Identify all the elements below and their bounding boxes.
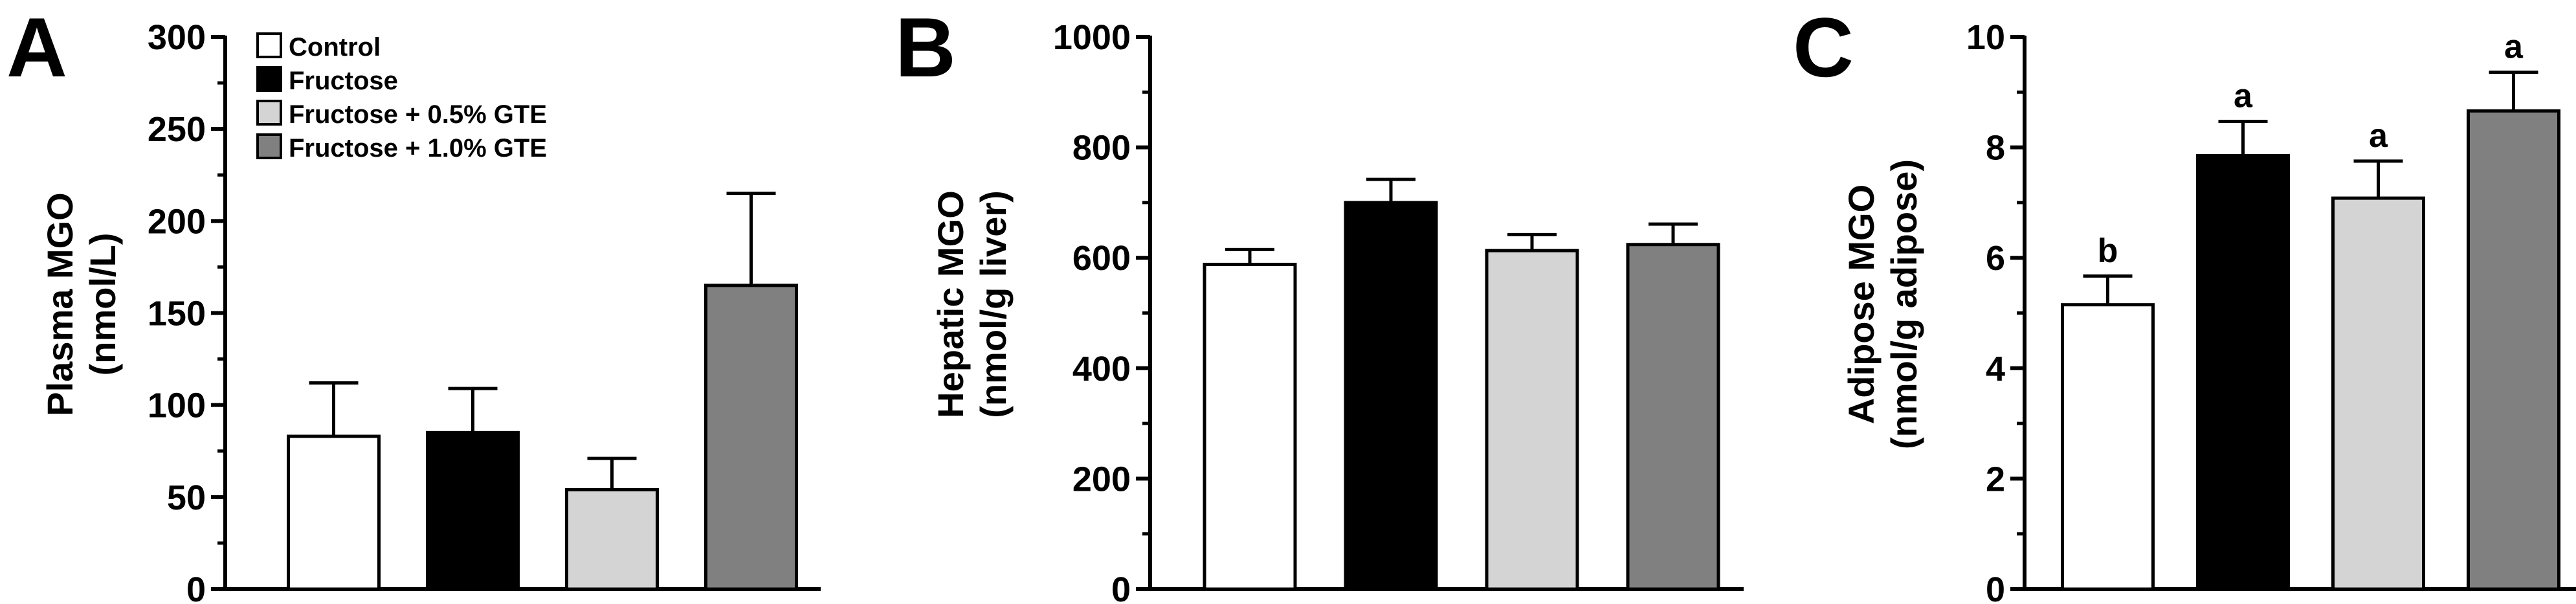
y-axis-title-c: Adipose MGO (nmol/g adipose) xyxy=(1841,159,1924,449)
bar-fructose-gte-05 xyxy=(565,487,659,591)
legend: Control Fructose Fructose + 0.5% GTE Fru… xyxy=(256,32,547,162)
bar-control xyxy=(287,434,381,591)
legend-swatch-fructose xyxy=(256,66,282,92)
legend-label-gte-05: Fructose + 0.5% GTE xyxy=(289,100,547,129)
y-tick-label: 0 xyxy=(1986,570,2005,604)
bar-fructose-gte-05 xyxy=(2331,196,2425,591)
y-tick-label: 200 xyxy=(1072,460,1131,498)
legend-label-gte-10: Fructose + 1.0% GTE xyxy=(289,134,547,162)
bar-control xyxy=(2061,303,2155,591)
y-tick-label: 0 xyxy=(1111,570,1131,604)
significance-label-control: b xyxy=(2098,232,2118,269)
legend-swatch-control xyxy=(256,32,282,58)
y-tick-label: 250 xyxy=(148,110,206,149)
plot-area-a: 0 50 100 150 200 250 300 xyxy=(148,18,821,604)
legend-label-fructose: Fructose xyxy=(289,67,398,95)
y-tick-label: 6 xyxy=(1986,239,2005,278)
y-tick-label: 4 xyxy=(1986,350,2005,388)
y-tick-label: 150 xyxy=(148,295,206,333)
y-tick-label: 0 xyxy=(186,570,206,604)
y-tick-label: 1000 xyxy=(1053,18,1131,57)
panel-c: C Adipose MGO (nmol/g adipose) 0 2 4 6 8 10 b a… xyxy=(1793,0,2576,604)
y-tick-label: 600 xyxy=(1072,239,1131,278)
bar-fructose-gte-10 xyxy=(704,284,798,591)
y-axis-title-b: Hepatic MGO (nmol/g liver) xyxy=(930,190,1014,418)
significance-label-fructose-gte-10: a xyxy=(2504,28,2524,66)
y-axis-title-line2: (nmol/g adipose) xyxy=(1883,159,1924,449)
bar-fructose-gte-10 xyxy=(1626,243,1720,591)
y-tick-label: 100 xyxy=(148,386,206,425)
bar-fructose xyxy=(1344,201,1438,591)
y-axis-title-line2: (nmol/L) xyxy=(82,233,123,376)
significance-label-fructose: a xyxy=(2234,78,2253,115)
y-tick-label: 10 xyxy=(1966,18,2005,57)
panel-letter-c: C xyxy=(1793,0,1854,95)
bar-fructose-gte-05 xyxy=(1485,249,1579,591)
bar-fructose xyxy=(426,431,520,591)
y-axis-title-line1: Plasma MGO xyxy=(39,192,80,416)
y-tick-label: 200 xyxy=(148,202,206,241)
y-tick-label: 300 xyxy=(148,18,206,57)
y-tick-label: 50 xyxy=(167,478,206,517)
y-axis-title-line1: Adipose MGO xyxy=(1841,185,1882,424)
plot-area-b: 0 200 400 600 800 1000 xyxy=(1053,18,1744,604)
legend-swatch-gte-10 xyxy=(256,133,282,159)
bar-fructose-gte-10 xyxy=(2467,109,2560,591)
panel-b: B Hepatic MGO (nmol/g liver) 0 200 400 600 8… xyxy=(895,0,1744,604)
y-axis-title-line1: Hepatic MGO xyxy=(930,190,971,418)
panel-letter-a: A xyxy=(6,0,67,95)
plot-area-c: 0 2 4 6 8 10 b a a a xyxy=(1966,18,2576,604)
significance-label-fructose-gte-05: a xyxy=(2369,117,2388,155)
legend-swatch-gte-05 xyxy=(256,100,282,126)
y-tick-label: 8 xyxy=(1986,129,2005,168)
bar-fructose xyxy=(2196,153,2290,591)
panel-letter-b: B xyxy=(895,0,956,95)
bar-control xyxy=(1203,262,1297,591)
y-axis-title-a: Plasma MGO (nmol/L) xyxy=(39,192,123,416)
y-tick-label: 400 xyxy=(1072,350,1131,388)
y-tick-label: 800 xyxy=(1072,129,1131,168)
legend-label-control: Control xyxy=(289,33,381,62)
y-tick-label: 2 xyxy=(1986,460,2005,498)
y-axis-title-line2: (nmol/g liver) xyxy=(973,190,1014,418)
panel-a: A Plasma MGO (nmol/L) 0 50 100 150 200 250 300… xyxy=(6,0,821,604)
